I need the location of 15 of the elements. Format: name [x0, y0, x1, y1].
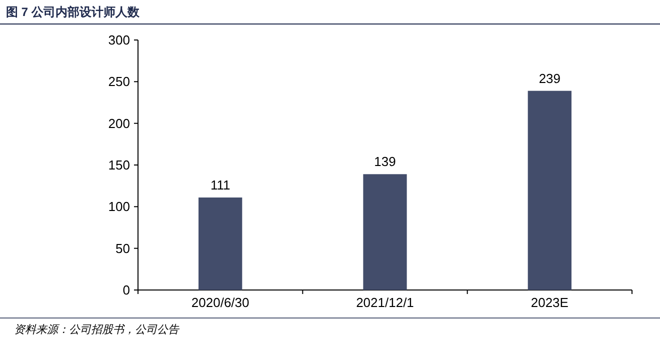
y-tick-label: 150 [108, 158, 130, 172]
x-tick-label: 2020/6/30 [191, 295, 250, 310]
y-tick-label: 0 [122, 282, 130, 298]
data-label: 239 [538, 70, 561, 86]
y-tick-label: 200 [108, 116, 130, 131]
y-tick-label: 100 [108, 199, 130, 214]
title: 图 7 公司内部设计师人数 [6, 5, 140, 19]
y-tick-label: 300 [108, 32, 130, 48]
x-tick-label: 2023E [530, 295, 569, 310]
data-label: 139 [374, 154, 396, 170]
data-label: 111 [210, 178, 230, 192]
text: 资料来源：公司招股书，公司公告 [14, 323, 180, 336]
x-tick-label: 2021/12/1 [356, 295, 414, 310]
y-tick-label: 50 [116, 240, 130, 256]
y-tick-label: 250 [108, 74, 130, 90]
